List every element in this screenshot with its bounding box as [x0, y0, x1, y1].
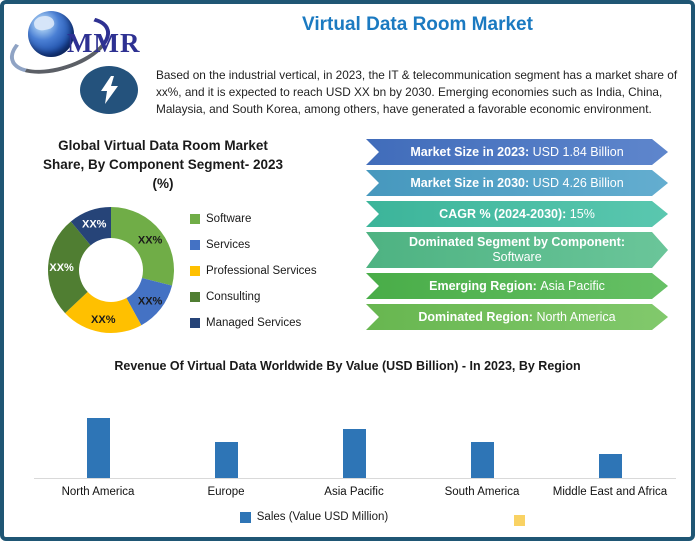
- pie-chart-title: Global Virtual Data Room Market Share, B…: [42, 138, 284, 191]
- pie-data-label: XX%: [49, 262, 74, 274]
- banner-dominated-segment-by-component: Dominated Segment by Component: Software: [366, 232, 668, 268]
- donut-chart: XX% XX% XX% XX% XX%: [48, 207, 174, 333]
- legend-swatch: [190, 292, 200, 302]
- logo-text: MMR: [67, 28, 141, 58]
- legend-item-services: Services: [190, 232, 317, 258]
- globe-icon: [28, 11, 74, 57]
- sales-legend-label: Sales (Value USD Million): [256, 511, 389, 523]
- x-axis-line: [34, 478, 676, 479]
- bar-slot: [418, 418, 546, 478]
- lightning-bolt-icon: [80, 66, 138, 114]
- banner-emerging-region: Emerging Region: Asia Pacific: [366, 273, 668, 299]
- pie-legend: Software Services Professional Services Con…: [190, 206, 317, 336]
- pie-data-label: XX%: [138, 235, 163, 247]
- bar-chart-legend: Sales (Value USD Million): [4, 511, 624, 523]
- bar-asia-pacific: [342, 429, 366, 478]
- legend-item-managed-services: Managed Services: [190, 310, 317, 336]
- sales-legend-swatch: [239, 511, 251, 523]
- legend-label: Services: [206, 239, 251, 251]
- legend-swatch: [190, 240, 200, 250]
- bar-middle-east-and-africa: [598, 454, 622, 478]
- legend-swatch: [190, 318, 200, 328]
- bar-chart: [34, 418, 674, 478]
- bar-south-america: [470, 442, 494, 478]
- bar-slot: [290, 418, 418, 478]
- pie-data-label: XX%: [91, 314, 116, 326]
- bar-category-labels: North America Europe Asia Pacific South Ame…: [34, 486, 674, 498]
- banner-market-size-in-2030: Market Size in 2030: USD 4.26 Billion: [366, 170, 668, 196]
- category-label-middle-east-and-africa: Middle East and Africa: [552, 486, 668, 498]
- pie-slice-services: [126, 277, 173, 326]
- pie-slice-software: [111, 207, 174, 286]
- pie-slice-consulting: [48, 221, 91, 314]
- legend-item-professional-services: Professional Services: [190, 258, 317, 284]
- banner-market-size-in-2023: Market Size in 2023: USD 1.84 Billion: [366, 139, 668, 165]
- category-label-asia-pacific: Asia Pacific: [324, 486, 384, 498]
- secondary-legend-swatch: [514, 515, 525, 526]
- bolt-glyph: [101, 76, 118, 104]
- pie-data-label: XX%: [138, 295, 163, 307]
- bar-north-america: [86, 418, 110, 478]
- legend-swatch: [190, 266, 200, 276]
- bar-slot: [546, 418, 674, 478]
- legend-item-software: Software: [190, 206, 317, 232]
- legend-label: Professional Services: [206, 265, 317, 277]
- page-title: Virtual Data Room Market: [302, 14, 533, 35]
- legend-swatch: [190, 214, 200, 224]
- bar-slot: [162, 418, 290, 478]
- legend-label: Consulting: [206, 291, 261, 303]
- category-label-north-america: North America: [61, 486, 135, 498]
- bar-europe: [214, 442, 238, 478]
- category-label-europe: Europe: [207, 486, 245, 498]
- pie-slice-managed-services: [70, 207, 111, 246]
- pie-slice-professional-services: [65, 291, 142, 333]
- legend-item-consulting: Consulting: [190, 284, 317, 310]
- category-label-south-america: South America: [444, 486, 520, 498]
- key-facts-banners: Market Size in 2023: USD 1.84 Billion Mar…: [366, 139, 668, 335]
- legend-label: Managed Services: [206, 317, 302, 329]
- summary-paragraph: Based on the industrial vertical, in 202…: [156, 68, 678, 116]
- bar-chart-title: Revenue Of Virtual Data Worldwide By Val…: [114, 359, 581, 373]
- banner-dominated-region: Dominated Region: North America: [366, 304, 668, 330]
- pie-data-label: XX%: [82, 218, 107, 230]
- legend-label: Software: [206, 213, 252, 225]
- mmr-logo: MMR: [4, 5, 159, 85]
- bar-slot: [34, 418, 162, 478]
- banner-cagr-2024-2030: CAGR % (2024-2030): 15%: [366, 201, 668, 227]
